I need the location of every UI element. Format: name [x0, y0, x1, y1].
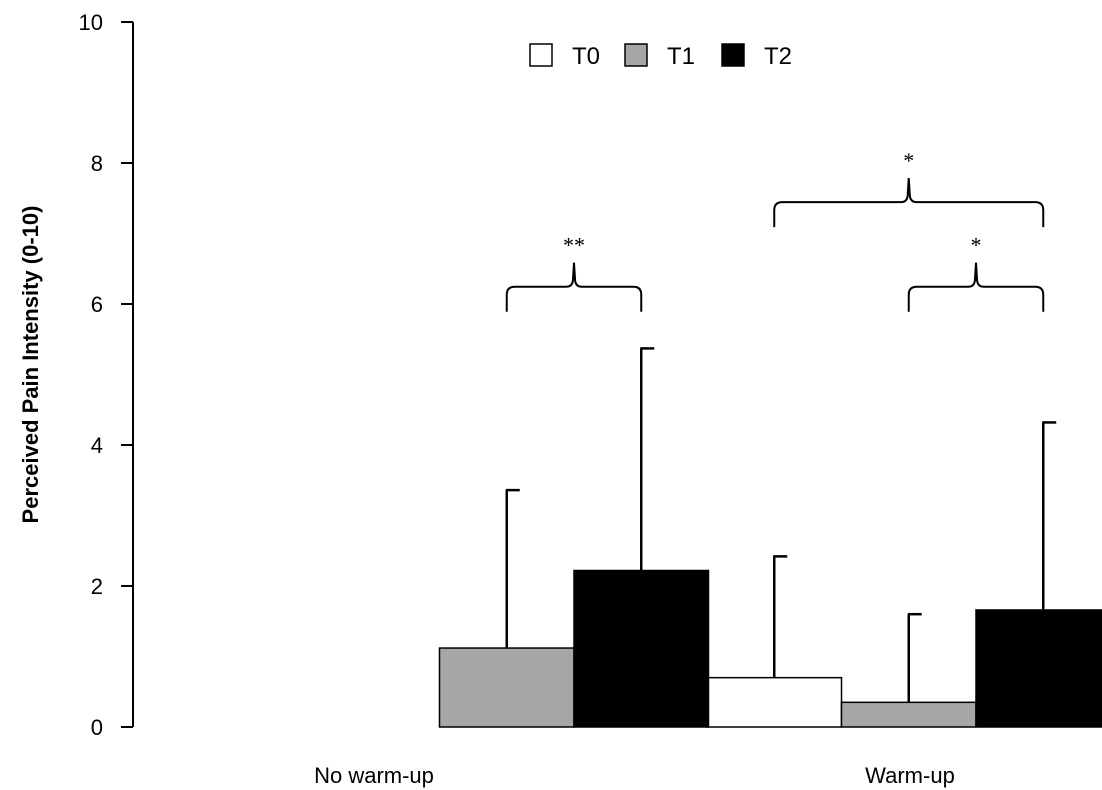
bar-t1 [438, 647, 575, 728]
category-label: Warm-up [865, 763, 955, 788]
error-bar-t1 [907, 612, 922, 703]
significance-label: * [903, 148, 914, 173]
legend-swatch [721, 43, 745, 67]
bar-t2 [975, 609, 1102, 728]
bar-t0 [706, 676, 843, 728]
error-bar-t2 [640, 347, 655, 571]
bars [438, 569, 1102, 728]
y-axis-title: Perceived Pain Intensity (0-10) [18, 206, 43, 524]
y-tick-label: 8 [91, 151, 103, 176]
legend-swatch [624, 43, 648, 67]
y-tick-label: 4 [91, 433, 103, 458]
y-tick-label: 6 [91, 292, 103, 317]
legend-item-t1: T1 [624, 43, 695, 70]
legend-swatch [529, 43, 553, 67]
bar-t1 [840, 701, 977, 728]
significance-label: ** [563, 233, 585, 258]
y-tick-label: 0 [91, 715, 103, 740]
error-bars [505, 347, 1057, 703]
significance-annotations: **** [505, 148, 1045, 312]
category-labels: No warm-up Warm-up [314, 763, 955, 788]
legend: T0 T1 T2 [529, 43, 792, 70]
y-ticks: 0 2 4 6 8 10 [79, 10, 133, 740]
legend-item-t0: T0 [529, 43, 600, 70]
error-bar-t0 [773, 555, 788, 678]
legend-label: T0 [572, 43, 600, 70]
legend-item-t2: T2 [721, 43, 792, 70]
y-tick-label: 2 [91, 574, 103, 599]
category-label: No warm-up [314, 763, 434, 788]
significance-bracket: * [773, 148, 1045, 228]
legend-label: T2 [764, 43, 792, 70]
error-bar-t1 [505, 488, 520, 649]
legend-label: T1 [667, 43, 695, 70]
significance-label: * [971, 233, 982, 258]
significance-bracket: ** [505, 233, 643, 312]
significance-bracket: * [907, 233, 1045, 312]
bar-t2 [573, 569, 710, 728]
error-bar-t2 [1042, 421, 1057, 610]
y-tick-label: 10 [79, 10, 103, 35]
